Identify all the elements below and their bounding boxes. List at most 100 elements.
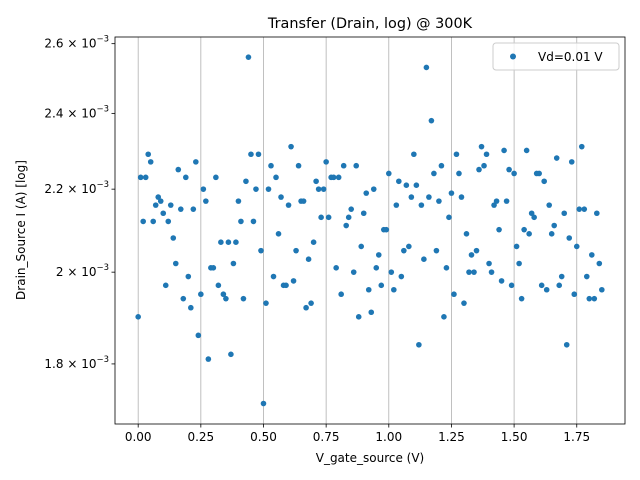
data-point: [493, 198, 500, 204]
data-point: [185, 273, 192, 280]
data-point: [521, 226, 527, 233]
data-point: [360, 210, 367, 217]
data-point: [230, 260, 237, 267]
data-point: [406, 243, 412, 250]
data-point: [393, 202, 400, 208]
data-point: [536, 170, 542, 177]
data-point: [175, 166, 182, 173]
grid-lines: [137, 37, 578, 424]
data-point: [200, 186, 207, 192]
data-point: [581, 206, 588, 212]
data-point: [391, 286, 397, 293]
data-point: [313, 178, 319, 185]
data-point: [273, 174, 279, 181]
data-point: [182, 174, 189, 181]
data-point: [170, 235, 177, 241]
data-point: [210, 265, 217, 271]
data-point: [157, 198, 164, 204]
data-point: [218, 239, 224, 246]
data-point: [411, 151, 417, 158]
data-point: [538, 282, 545, 289]
x-tick-label: 0.50: [250, 430, 277, 444]
data-point: [152, 202, 159, 208]
data-point: [340, 162, 347, 169]
data-point: [491, 202, 497, 208]
data-point: [546, 202, 552, 208]
data-point: [558, 273, 565, 280]
legend-box: [492, 42, 620, 71]
data-point: [290, 278, 297, 284]
data-point: [162, 282, 169, 289]
plot-area: [115, 37, 625, 424]
data-point: [383, 226, 390, 233]
data-point: [436, 198, 442, 204]
data-point: [471, 269, 477, 275]
data-point: [403, 182, 410, 189]
data-point: [588, 252, 595, 258]
data-point: [466, 269, 472, 275]
data-point: [583, 273, 590, 280]
data-point: [456, 170, 462, 177]
data-point: [335, 174, 342, 181]
data-point: [145, 151, 152, 158]
data-point: [253, 186, 259, 192]
data-point: [418, 202, 425, 208]
data-point: [142, 174, 149, 181]
legend-marker: [510, 53, 516, 60]
data-point: [438, 162, 445, 169]
data-point: [245, 54, 252, 60]
data-point: [433, 247, 440, 254]
data-point: [426, 194, 432, 200]
data-point: [551, 222, 558, 229]
data-point: [599, 286, 605, 293]
data-point: [561, 210, 568, 217]
data-point: [260, 400, 267, 407]
data-point: [503, 198, 510, 204]
x-axis-label: V_gate_source (V): [316, 451, 425, 465]
data-point: [486, 260, 492, 267]
data-point: [543, 286, 550, 293]
data-point: [428, 117, 435, 124]
data-point: [571, 291, 578, 298]
data-point: [238, 218, 244, 225]
data-point: [401, 247, 407, 254]
data-point: [235, 198, 242, 204]
data-point: [358, 243, 365, 250]
x-tick-label: 0.25: [187, 430, 214, 444]
y-tick-label: 1.8 × 10−3: [44, 355, 109, 371]
data-point: [248, 151, 254, 158]
data-point: [288, 143, 294, 150]
x-axis-ticks: 0.00 0.25 0.50 0.75 1.00 1.25 1.50 1.75: [125, 424, 590, 444]
data-point: [553, 155, 560, 161]
data-point: [523, 147, 530, 154]
data-point: [155, 194, 162, 200]
x-tick-label: 1.50: [501, 430, 528, 444]
data-point: [338, 291, 344, 298]
data-point: [578, 143, 585, 150]
data-point: [488, 269, 495, 275]
data-point: [591, 295, 598, 302]
data-point: [318, 214, 324, 221]
data-point: [165, 218, 172, 225]
data-point: [293, 247, 299, 254]
y-tick-label: 2.2 × 10−3: [44, 180, 109, 196]
data-point: [295, 162, 302, 169]
data-points: [135, 54, 605, 407]
legend-label: Vd=0.01 V: [538, 50, 603, 64]
data-point: [220, 291, 227, 298]
data-point: [453, 151, 460, 158]
data-point: [473, 247, 480, 254]
data-point: [498, 278, 505, 284]
data-point: [388, 269, 395, 275]
axes-frame: [114, 36, 626, 425]
y-tick-label: 2.4 × 10−3: [44, 104, 109, 120]
data-point: [448, 190, 455, 196]
data-point: [255, 151, 262, 158]
data-point: [333, 265, 339, 271]
data-point: [421, 256, 427, 262]
data-point: [511, 170, 517, 177]
data-point: [195, 332, 202, 339]
data-point: [150, 218, 157, 225]
x-tick-label: 1.00: [375, 430, 402, 444]
